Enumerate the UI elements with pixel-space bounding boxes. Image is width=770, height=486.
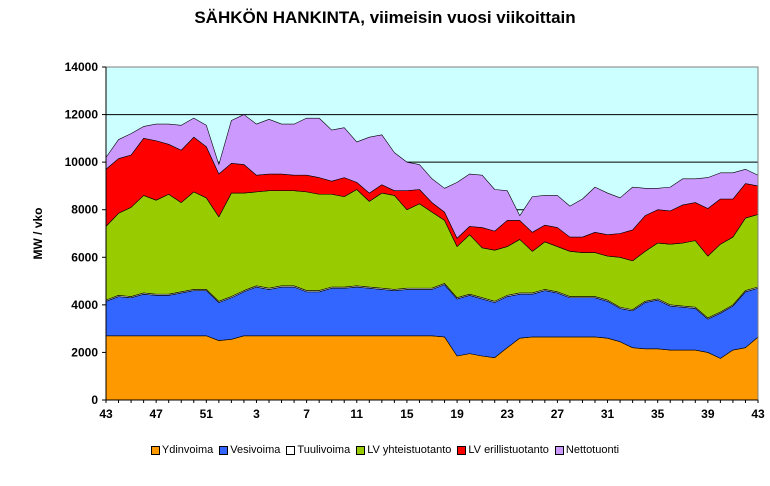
legend-label-vesivoima: Vesivoima [230,444,280,456]
y-axis-title: MW / vko [31,207,45,259]
x-tick-label-9: 27 [551,407,565,421]
y-tick-label-6: 12000 [65,108,99,122]
x-tick-label-11: 35 [651,407,665,421]
legend-label-lv-erillistuotanto: LV erillistuotanto [468,444,549,456]
legend-item-lv-erillistuotanto: LV erillistuotanto [457,444,549,456]
legend-item-tuulivoima: Tuulivoima [286,444,350,456]
legend-swatch-tuulivoima [286,446,295,455]
legend-swatch-ydinvoima [151,446,160,455]
x-tick-label-2: 51 [200,407,214,421]
legend-swatch-lv-yhteistuotanto [356,446,365,455]
legend-item-ydinvoima: Ydinvoima [151,444,213,456]
x-tick-label-6: 15 [400,407,414,421]
y-tick-label-4: 8000 [71,203,98,217]
x-tick-label-4: 7 [303,407,310,421]
y-tick-label-7: 14000 [65,60,99,74]
y-tick-label-1: 2000 [71,345,98,359]
x-tick-label-10: 31 [601,407,615,421]
x-tick-label-3: 3 [253,407,260,421]
x-tick-label-8: 23 [501,407,515,421]
legend-swatch-lv-erillistuotanto [457,446,466,455]
x-tick-label-1: 47 [149,407,163,421]
y-tick-label-2: 4000 [71,298,98,312]
y-tick-label-5: 10000 [65,155,99,169]
legend-label-ydinvoima: Ydinvoima [162,444,213,456]
x-tick-label-12: 39 [701,407,715,421]
legend-label-nettotuonti: Nettotuonti [566,444,619,456]
legend-label-lv-yhteistuotanto: LV yhteistuotanto [367,444,451,456]
legend-swatch-nettotuonti [555,446,564,455]
x-tick-label-7: 19 [450,407,464,421]
y-tick-label-0: 0 [91,393,98,407]
legend-label-tuulivoima: Tuulivoima [297,444,350,456]
legend-item-vesivoima: Vesivoima [219,444,280,456]
x-tick-label-0: 43 [99,407,113,421]
legend-item-nettotuonti: Nettotuonti [555,444,619,456]
legend-swatch-vesivoima [219,446,228,455]
y-tick-label-3: 6000 [71,250,98,264]
x-tick-label-13: 43 [751,407,765,421]
legend-item-lv-yhteistuotanto: LV yhteistuotanto [356,444,451,456]
x-tick-label-5: 11 [350,407,363,421]
legend: Ydinvoima Vesivoima Tuulivoima LV yhteistuo… [0,444,770,456]
